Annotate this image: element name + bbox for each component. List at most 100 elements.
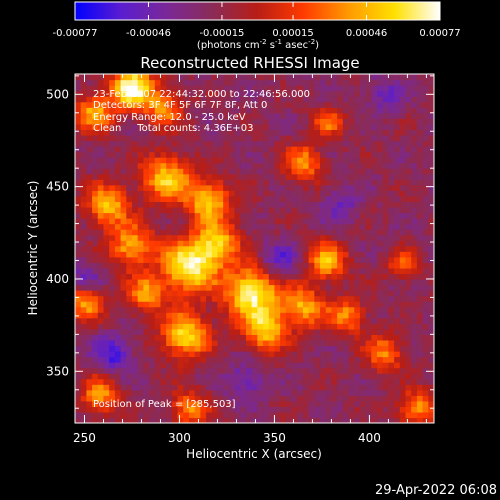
heatmap-cell (268, 378, 276, 385)
heatmap-cell (268, 107, 276, 114)
heatmap-cell (371, 173, 378, 180)
heatmap-cell (160, 112, 167, 119)
x-tick-label: 400 (358, 431, 381, 445)
heatmap-cell (251, 245, 258, 252)
heatmap-cell (314, 90, 321, 97)
heatmap-cell (183, 312, 190, 319)
heatmap-cell (200, 317, 207, 324)
heatmap-cell (97, 345, 105, 352)
heatmap-cell (126, 345, 133, 352)
heatmap-cell (211, 118, 219, 125)
heatmap-cell (348, 168, 355, 175)
heatmap-cell (405, 162, 412, 169)
heatmap-cell (416, 406, 424, 413)
heatmap-cell (268, 395, 276, 402)
heatmap-cell (97, 395, 105, 402)
heatmap-cell (80, 179, 87, 186)
heatmap-cell (251, 384, 258, 391)
heatmap-cell (257, 229, 264, 236)
heatmap-cell (337, 90, 344, 97)
heatmap-cell (131, 229, 139, 236)
heatmap-cell (359, 334, 367, 341)
heatmap-cell (399, 339, 407, 347)
heatmap-cell (240, 400, 247, 407)
heatmap-cell (280, 251, 287, 258)
heatmap-cell (234, 129, 241, 136)
heatmap-cell (200, 328, 207, 335)
heatmap-cell (302, 218, 310, 225)
heatmap-cell (171, 195, 179, 203)
heatmap-cell (183, 168, 190, 175)
heatmap-cell (137, 179, 144, 186)
heatmap-cell (371, 389, 378, 396)
heatmap-cell (354, 251, 361, 258)
heatmap-cell (92, 118, 99, 125)
heatmap-cell (371, 373, 378, 380)
heatmap-cell (131, 134, 139, 142)
heatmap-cell (365, 118, 372, 125)
heatmap-cell (166, 195, 173, 203)
heatmap-cell (308, 234, 315, 241)
heatmap-cell (166, 162, 173, 169)
heatmap-cell (200, 118, 207, 125)
heatmap-cell (131, 256, 139, 263)
heatmap-cell (280, 345, 287, 352)
heatmap-cell (143, 85, 150, 92)
heatmap-cell (251, 85, 258, 92)
heatmap-cell (320, 389, 327, 396)
heatmap-cell (114, 85, 122, 92)
heatmap-cell (297, 85, 304, 92)
heatmap-cell (194, 79, 201, 86)
heatmap-cell (422, 74, 429, 81)
heatmap-cell (399, 267, 407, 275)
heatmap-cell (365, 162, 372, 169)
heatmap-cell (217, 168, 224, 175)
heatmap-cell (382, 317, 390, 324)
heatmap-cell (411, 173, 418, 180)
heatmap-cell (143, 123, 150, 130)
heatmap-cell (97, 162, 105, 169)
heatmap-cell (394, 190, 401, 197)
heatmap-cell (223, 157, 230, 164)
heatmap-cell (75, 129, 82, 136)
heatmap-cell (171, 79, 179, 86)
heatmap-cell (97, 146, 105, 153)
heatmap-cell (320, 190, 327, 197)
heatmap-cell (75, 223, 82, 230)
heatmap-cell (154, 96, 162, 103)
heatmap-cell (149, 79, 156, 86)
heatmap-cell (183, 400, 190, 407)
heatmap-cell (103, 173, 110, 180)
heatmap-cell (399, 129, 407, 136)
heatmap-cell (268, 278, 276, 286)
heatmap-cell (297, 206, 304, 214)
heatmap-cell (137, 162, 144, 169)
heatmap-cell (240, 273, 247, 280)
heatmap-cell (280, 146, 287, 153)
heatmap-cell (394, 284, 401, 291)
heatmap-cell (308, 212, 315, 219)
heatmap-cell (160, 384, 167, 391)
heatmap-cell (92, 195, 99, 203)
heatmap-cell (268, 373, 276, 380)
heatmap-cell (394, 411, 401, 419)
heatmap-cell (325, 273, 333, 280)
heatmap-cell (285, 162, 293, 169)
heatmap-cell (263, 378, 270, 385)
heatmap-cell (143, 334, 150, 341)
heatmap-cell (177, 245, 184, 252)
heatmap-cell (143, 389, 150, 396)
heatmap-cell (103, 223, 110, 230)
heatmap-cell (211, 411, 219, 419)
heatmap-cell (411, 223, 418, 230)
heatmap-cell (92, 356, 99, 363)
heatmap-cell (86, 317, 93, 324)
heatmap-cell (365, 123, 372, 130)
heatmap-cell (177, 362, 184, 369)
heatmap-cell (149, 345, 156, 352)
heatmap-cell (154, 301, 162, 308)
heatmap-cell (234, 328, 241, 335)
heatmap-cell (325, 345, 333, 352)
heatmap-cell (114, 112, 122, 119)
heatmap-cell (354, 411, 361, 419)
